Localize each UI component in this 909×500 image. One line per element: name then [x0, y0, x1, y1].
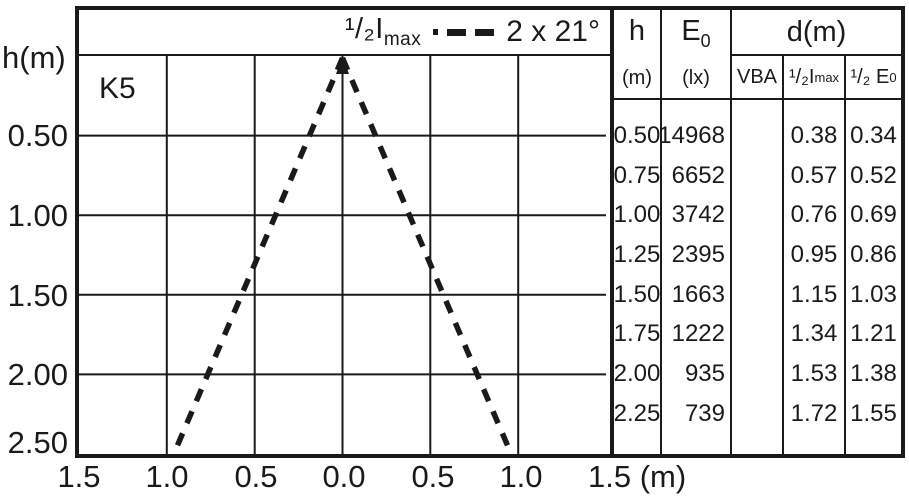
cell-e0: 2395 — [671, 240, 725, 268]
subheader-half-imax: ¹/₂I max — [784, 56, 846, 98]
beam-edge-right — [339, 56, 514, 454]
luminaire-code-label: K5 — [99, 72, 136, 105]
body-column-vba — [732, 100, 784, 454]
dash-sample-dot — [433, 29, 439, 35]
cell-d-e0: 0.52 — [850, 161, 897, 189]
cell-d-e0: 0.86 — [850, 240, 897, 268]
body-column-e0: 14968 6652 3742 2395 1663 1222 935 739 — [658, 100, 732, 454]
cell-vba — [732, 275, 782, 315]
body-column-half-e0: 0.34 0.52 0.69 0.86 1.03 1.21 1.38 1.55 — [846, 100, 901, 454]
y-axis-title: h(m) — [2, 40, 66, 75]
legend-half-imax-label: ¹/₂Imax — [344, 13, 422, 50]
plot-area: K5 — [79, 56, 610, 454]
cell-d-imax: 1.34 — [790, 320, 838, 348]
beam-edge-left — [171, 56, 346, 454]
cell-d-imax: 1.15 — [790, 280, 838, 308]
beam-angle-label: 2 x 21° — [506, 15, 600, 48]
cell-h: 0.50 — [613, 121, 661, 149]
cell-d-e0: 1.38 — [850, 359, 897, 387]
cell-vba — [732, 156, 782, 196]
y-tick-0.50: 0.50 — [7, 118, 68, 153]
header-h-title: h — [628, 15, 646, 47]
cell-e0: 3742 — [671, 201, 725, 229]
cell-vba — [732, 235, 782, 275]
column-header-e0: E0 (lx) — [662, 10, 732, 98]
body-column-h: 0.50 0.75 1.00 1.25 1.50 1.75 2.00 2.25 — [614, 100, 662, 454]
legend-band: ¹/₂Imax 2 x 21° — [79, 10, 610, 56]
x-tick-left-1.0: 1.0 — [145, 459, 189, 494]
cell-d-e0: 1.55 — [850, 399, 897, 427]
cell-d-e0: 0.69 — [850, 201, 897, 229]
cell-vba — [732, 354, 782, 394]
header-h-unit: (m) — [622, 67, 652, 89]
cell-vba — [732, 116, 782, 156]
header-d-title: d(m) — [732, 10, 901, 56]
cell-d-imax: 1.72 — [790, 399, 838, 427]
diagram-frame: ¹/₂Imax 2 x 21° — [75, 6, 905, 458]
y-tick-2.50: 2.50 — [7, 425, 68, 460]
cell-h: 0.75 — [613, 161, 661, 189]
cell-e0: 6652 — [671, 161, 725, 189]
dash-sample-dash — [447, 28, 467, 36]
cell-d-e0: 0.34 — [850, 121, 897, 149]
cell-d-imax: 1.53 — [790, 359, 838, 387]
cell-vba — [732, 314, 782, 354]
dashed-line-sample — [433, 28, 495, 36]
cell-vba — [732, 195, 782, 235]
cell-d-e0: 1.03 — [850, 280, 897, 308]
subheader-vba: VBA — [732, 56, 784, 98]
cell-h: 2.25 — [613, 399, 661, 427]
cone-plot-svg — [79, 56, 606, 454]
cell-d-e0: 1.21 — [850, 320, 897, 348]
cell-vba — [732, 394, 782, 434]
cell-h: 1.25 — [613, 240, 661, 268]
y-tick-1.00: 1.00 — [7, 198, 68, 233]
cell-h: 1.00 — [613, 201, 661, 229]
x-tick-right-1.5-unit: 1.5 (m) — [588, 459, 687, 494]
x-tick-center-0.0: 0.0 — [322, 459, 366, 494]
cell-h: 1.75 — [613, 320, 661, 348]
cell-h: 2.00 — [613, 359, 661, 387]
cell-h: 1.50 — [613, 280, 661, 308]
header-e0-unit: (lx) — [682, 67, 710, 89]
x-tick-right-1.0: 1.0 — [499, 459, 543, 494]
y-tick-2.00: 2.00 — [7, 357, 68, 392]
cell-d-imax: 0.38 — [790, 121, 838, 149]
x-tick-left-0.5: 0.5 — [234, 459, 278, 494]
table-body: 0.50 0.75 1.00 1.25 1.50 1.75 2.00 2.25 … — [614, 100, 901, 454]
dash-sample-dash — [475, 28, 495, 36]
cell-d-imax: 0.95 — [790, 240, 838, 268]
cell-e0: 935 — [684, 359, 725, 387]
header-e0-title: E0 — [681, 15, 711, 51]
column-header-h: h (m) — [614, 10, 662, 98]
x-tick-left-1.5: 1.5 — [57, 459, 101, 494]
cell-e0: 14968 — [658, 121, 725, 149]
cell-d-imax: 0.76 — [790, 201, 838, 229]
cell-e0: 1663 — [671, 280, 725, 308]
cell-e0: 739 — [684, 399, 725, 427]
cone-chart: ¹/₂Imax 2 x 21° — [79, 10, 610, 454]
cell-d-imax: 0.57 — [790, 161, 838, 189]
x-tick-right-0.5: 0.5 — [411, 459, 455, 494]
cell-e0: 1222 — [671, 320, 725, 348]
y-tick-1.50: 1.50 — [7, 278, 68, 313]
body-column-half-imax: 0.38 0.57 0.76 0.95 1.15 1.34 1.53 1.72 — [784, 100, 846, 454]
